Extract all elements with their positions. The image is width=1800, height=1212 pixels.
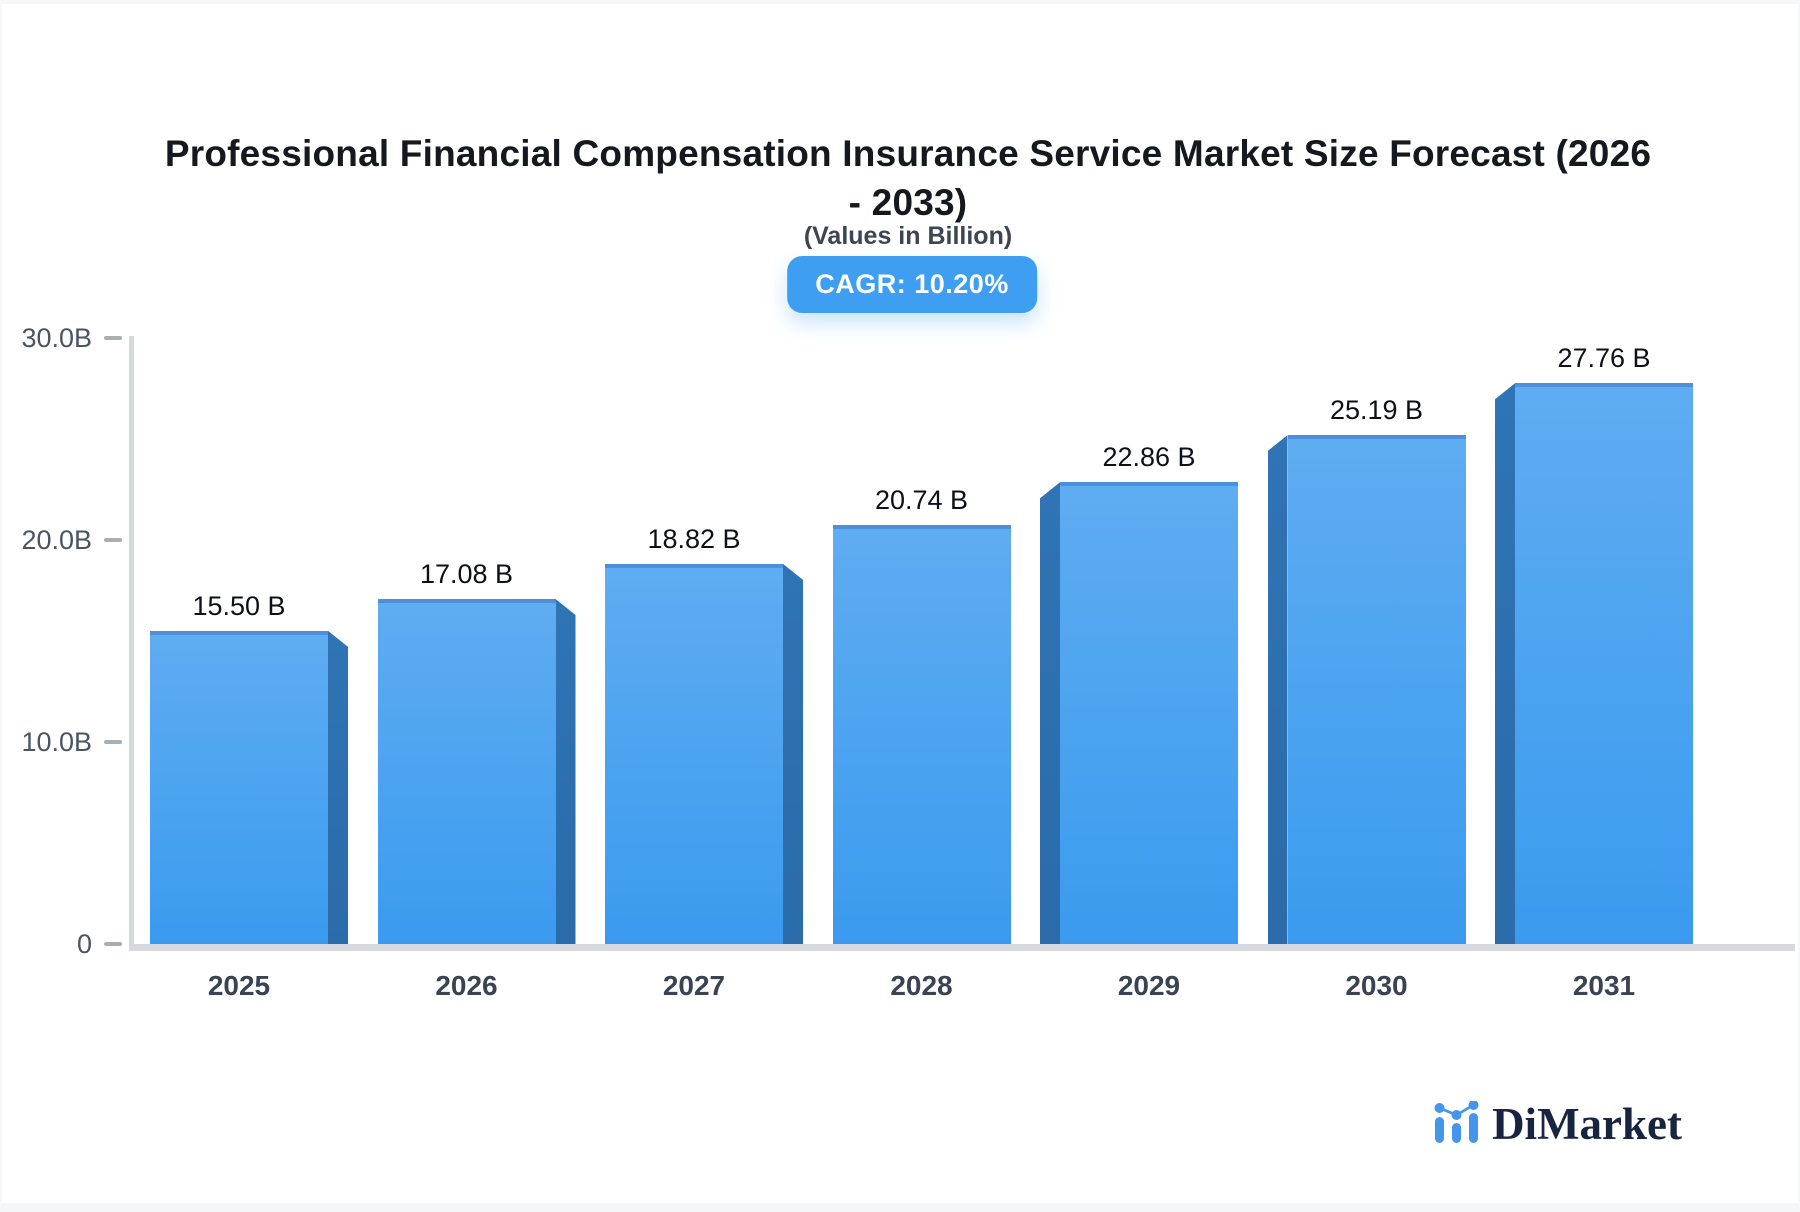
y-axis-tick-label: 20.0B — [21, 525, 92, 555]
x-axis-tick-label: 2025 — [207, 970, 271, 1001]
chart-subtitle: (Values in Billion) — [803, 222, 1013, 250]
bar-3d-side — [783, 563, 803, 944]
bar-2031[interactable]: 27.76 B — [1495, 343, 1693, 944]
bar-2025[interactable]: 15.50 B — [150, 591, 348, 944]
bar-face — [1060, 482, 1238, 944]
bar-value-label: 18.82 B — [647, 523, 741, 554]
cagr-badge: CAGR: 10.20% — [787, 256, 1037, 313]
y-axis-tick-label: 0 — [76, 929, 92, 959]
bar-chart-logo-icon — [1434, 1101, 1479, 1143]
bar-2027[interactable]: 18.82 B — [605, 524, 803, 944]
x-axis-tick-label: 2029 — [1117, 970, 1181, 1001]
bar-2026[interactable]: 17.08 B — [377, 559, 576, 944]
x-axis-line — [129, 944, 1795, 951]
bar-2030[interactable]: 25.19 B — [1267, 395, 1466, 944]
bar-2029[interactable]: 22.86 B — [1040, 442, 1238, 944]
y-axis-tick-mark — [104, 942, 122, 946]
y-axis-tick-label: 10.0B — [21, 727, 92, 757]
y-axis-tick-mark — [104, 538, 122, 542]
bar-value-label: 15.50 B — [192, 590, 286, 621]
brand-name: DiMarket — [1492, 1099, 1682, 1150]
bar-face — [1287, 435, 1466, 944]
x-axis-tick-label: 2026 — [435, 970, 498, 1001]
bar-3d-side — [1040, 482, 1060, 944]
bar-3d-side — [555, 598, 576, 944]
brand-logo: DiMarket — [1433, 1099, 1682, 1150]
bar-value-label: 25.19 B — [1329, 395, 1424, 426]
y-axis-tick-mark — [104, 336, 122, 340]
bar-value-label: 20.74 B — [874, 485, 969, 516]
x-axis-tick-label: 2031 — [1572, 970, 1636, 1001]
chart-title-line-2: - 2033) — [848, 181, 968, 223]
bar-face — [1515, 383, 1693, 944]
x-axis-tick-label: 2030 — [1345, 970, 1408, 1001]
y-axis-tick-label: 30.0B — [21, 323, 92, 353]
bar-3d-side — [1267, 435, 1288, 944]
bar-face — [605, 563, 783, 944]
bar-value-label: 27.76 B — [1557, 343, 1651, 374]
bar-3d-side — [328, 630, 348, 944]
bar-3d-side — [1495, 383, 1515, 944]
bar-face — [150, 630, 328, 944]
bar-value-label: 22.86 B — [1102, 442, 1196, 473]
bar-2028[interactable]: 20.74 B — [832, 485, 1011, 944]
y-axis-line — [129, 336, 134, 951]
y-axis-tick-mark — [104, 740, 122, 744]
x-axis-tick-label: 2028 — [890, 970, 953, 1001]
chart-title: Professional Financial Compensation Insu… — [78, 129, 1738, 227]
bar-value-label: 17.08 B — [419, 558, 514, 589]
bar-face — [377, 598, 556, 944]
x-axis-tick-label: 2027 — [662, 970, 726, 1001]
bar-face — [832, 525, 1011, 944]
chart-title-line-1: Professional Financial Compensation Insu… — [164, 132, 1652, 174]
